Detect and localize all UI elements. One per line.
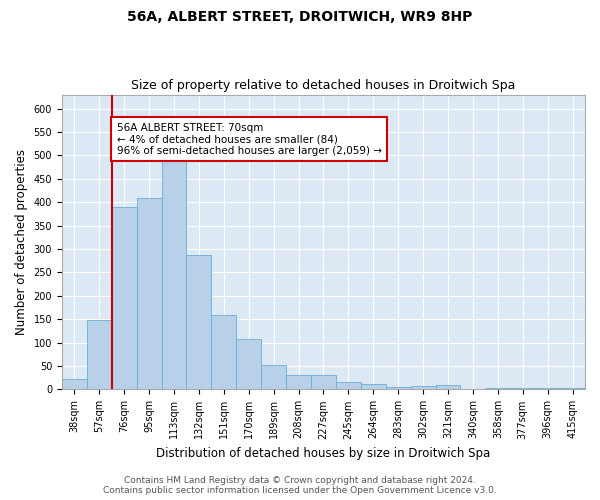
Bar bbox=[261, 364, 286, 390]
Bar bbox=[311, 376, 336, 390]
Bar bbox=[211, 316, 236, 390]
Bar bbox=[87, 320, 112, 390]
Bar bbox=[361, 384, 386, 390]
Text: 56A, ALBERT STREET, DROITWICH, WR9 8HP: 56A, ALBERT STREET, DROITWICH, WR9 8HP bbox=[127, 10, 473, 24]
Bar bbox=[62, 378, 87, 390]
Bar bbox=[286, 376, 311, 390]
Bar bbox=[485, 388, 510, 390]
Bar bbox=[137, 198, 161, 390]
Bar bbox=[436, 385, 460, 390]
Bar bbox=[112, 207, 137, 390]
Bar bbox=[535, 388, 560, 390]
Bar bbox=[187, 254, 211, 390]
Y-axis label: Number of detached properties: Number of detached properties bbox=[15, 149, 28, 335]
Bar bbox=[386, 387, 410, 390]
Bar bbox=[510, 388, 535, 390]
Bar bbox=[236, 339, 261, 390]
Bar bbox=[410, 386, 436, 390]
Text: Contains HM Land Registry data © Crown copyright and database right 2024.
Contai: Contains HM Land Registry data © Crown c… bbox=[103, 476, 497, 495]
Text: 56A ALBERT STREET: 70sqm
← 4% of detached houses are smaller (84)
96% of semi-de: 56A ALBERT STREET: 70sqm ← 4% of detache… bbox=[117, 122, 382, 156]
Bar bbox=[336, 382, 361, 390]
X-axis label: Distribution of detached houses by size in Droitwich Spa: Distribution of detached houses by size … bbox=[157, 447, 491, 460]
Bar bbox=[161, 156, 187, 390]
Title: Size of property relative to detached houses in Droitwich Spa: Size of property relative to detached ho… bbox=[131, 79, 515, 92]
Bar bbox=[560, 388, 585, 390]
